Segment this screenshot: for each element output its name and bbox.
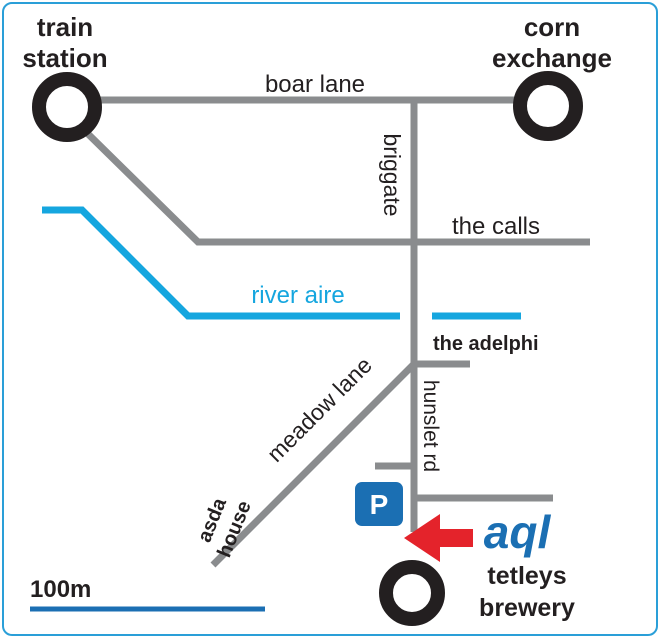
label-briggate: briggate xyxy=(379,133,405,216)
label-corn-exchange-line2: exchange xyxy=(492,43,612,73)
road-meadow-lane xyxy=(210,361,417,568)
river-aire-line xyxy=(42,206,400,320)
label-scale: 100m xyxy=(30,576,91,603)
label-corn-exchange-line1: corn xyxy=(524,12,580,42)
station-ring-icon xyxy=(32,72,102,142)
label-train-station-line2: station xyxy=(22,43,107,73)
arrow-left-icon xyxy=(404,514,473,562)
brand-aql-logo: aql xyxy=(484,506,552,558)
label-river-aire: river aire xyxy=(251,282,344,309)
road-the-calls xyxy=(81,127,590,246)
parking-icon: P xyxy=(355,482,403,526)
label-the-adelphi: the adelphi xyxy=(433,333,539,355)
label-tetleys-brewery-line1: tetleys xyxy=(487,562,566,590)
label-train-station-line1: train xyxy=(37,12,93,42)
label-tetleys-brewery-line2: brewery xyxy=(479,594,575,622)
station-ring-icon xyxy=(379,560,445,626)
label-the-calls: the calls xyxy=(452,213,540,240)
label-meadow-lane: meadow lane xyxy=(262,352,377,467)
label-hunslet-rd: hunslet rd xyxy=(419,380,442,472)
station-ring-icon xyxy=(513,71,583,141)
svg-text:P: P xyxy=(370,489,389,520)
label-boar-lane: boar lane xyxy=(265,71,365,98)
